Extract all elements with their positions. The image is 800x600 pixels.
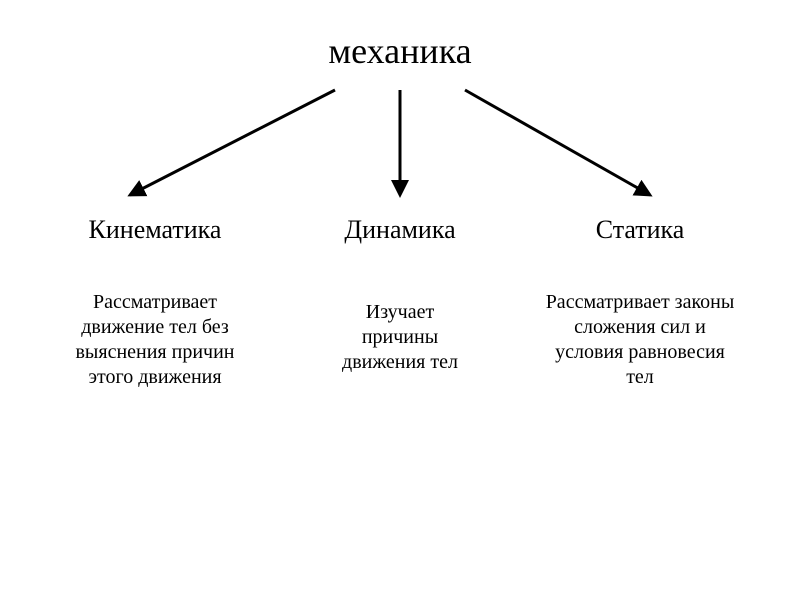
root-label: механика: [328, 31, 471, 71]
branch-desc-label-0: Рассматривает движение тел без выяснения…: [75, 291, 234, 388]
branch-title-label-1: Динамика: [344, 215, 455, 244]
branch-desc-0: Рассматривает движение тел без выяснения…: [55, 290, 255, 390]
branch-title-0: Кинематика: [89, 215, 222, 245]
arrow-right: [465, 90, 650, 195]
branch-desc-label-2: Рассматривает законы сложения сил и усло…: [546, 291, 735, 388]
branch-title-1: Динамика: [344, 215, 455, 245]
branch-desc-1: Изучает причины движения тел: [335, 300, 465, 375]
root-node: механика: [328, 30, 471, 72]
arrow-left: [130, 90, 335, 195]
branch-title-label-0: Кинематика: [89, 215, 222, 244]
branch-desc-label-1: Изучает причины движения тел: [342, 301, 458, 373]
branch-desc-2: Рассматривает законы сложения сил и усло…: [540, 290, 740, 390]
branch-title-label-2: Статика: [596, 215, 685, 244]
branch-title-2: Статика: [596, 215, 685, 245]
